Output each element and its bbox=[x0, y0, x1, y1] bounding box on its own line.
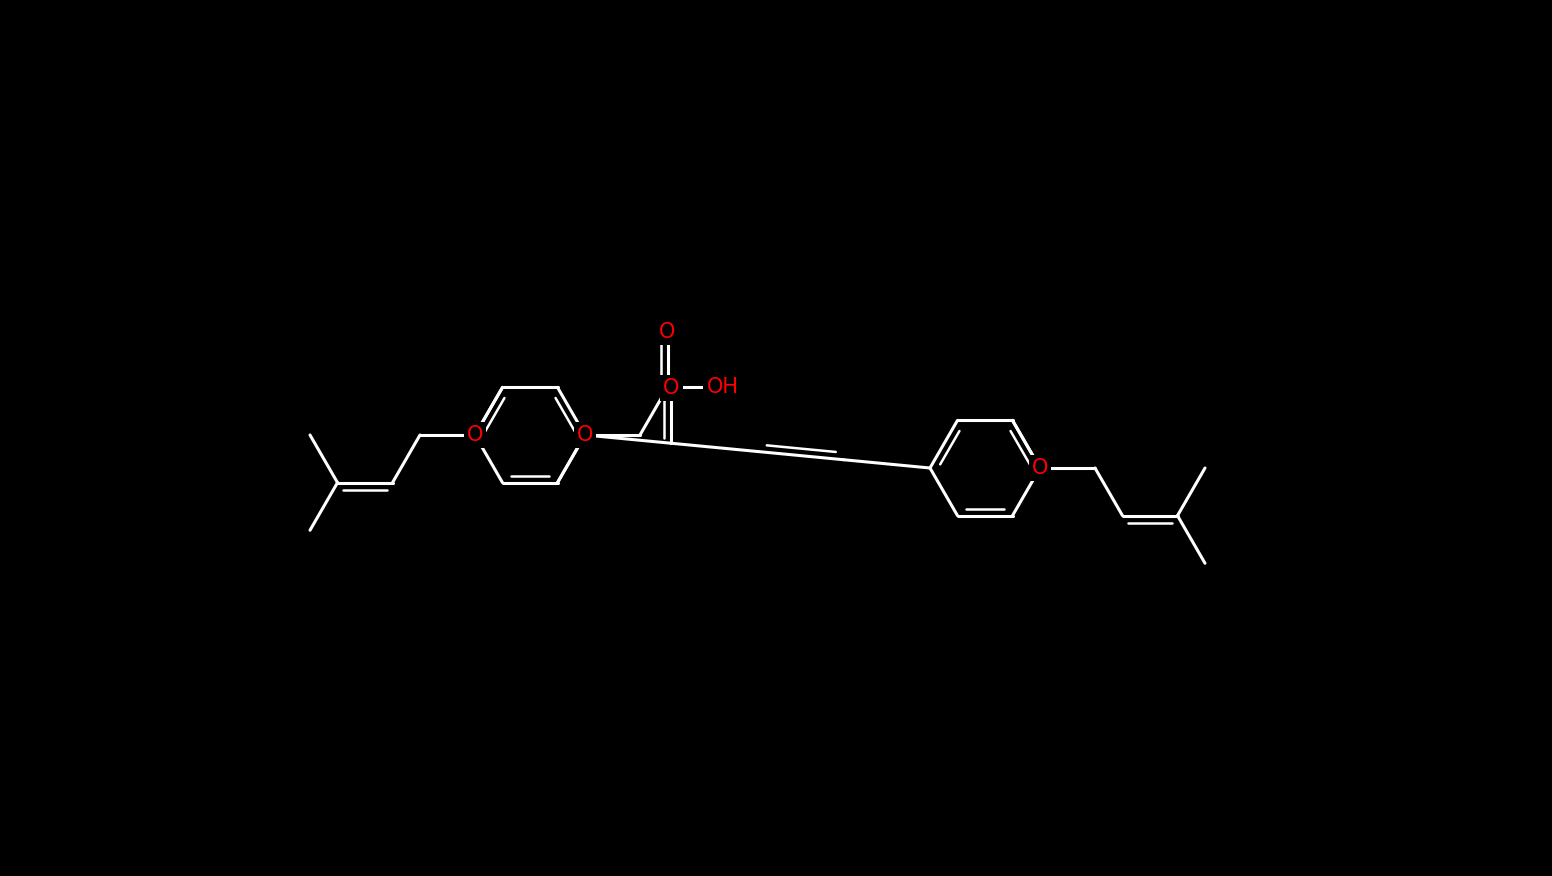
Text: OH: OH bbox=[706, 378, 739, 398]
Text: O: O bbox=[663, 378, 680, 399]
Text: O: O bbox=[467, 425, 483, 445]
Text: O: O bbox=[1032, 458, 1048, 478]
Text: O: O bbox=[577, 425, 593, 445]
Text: O: O bbox=[660, 322, 675, 343]
